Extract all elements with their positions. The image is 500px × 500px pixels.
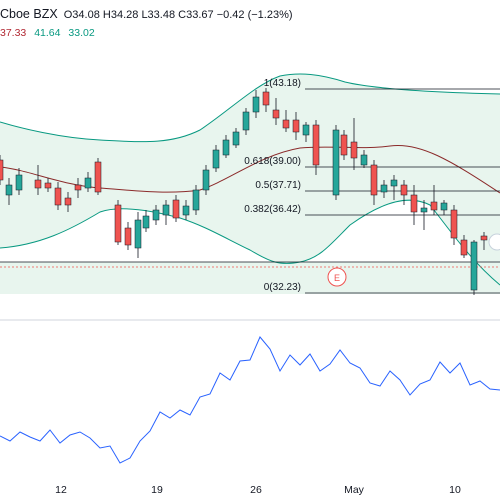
fib-label-1: 1(43.18) <box>264 78 301 89</box>
low-value: L33.48 <box>141 9 176 21</box>
candle-body <box>114 204 122 243</box>
candle-body <box>312 124 320 166</box>
candle-body <box>450 209 458 239</box>
chart-header: Cboe BZX O34.08 H34.28 L33.48 C33.67 −0.… <box>0 7 293 21</box>
x-axis-label-26: 26 <box>250 484 262 496</box>
candle-body <box>152 209 160 221</box>
candle-body <box>480 235 488 241</box>
candle-body <box>380 184 388 193</box>
candle-body <box>15 174 23 191</box>
bb-lower-value: 33.02 <box>68 27 95 39</box>
candle-body <box>142 215 150 229</box>
candle-body <box>162 204 170 216</box>
candle-body <box>430 201 438 211</box>
earnings-marker[interactable] <box>327 267 347 287</box>
candle-body <box>212 149 220 169</box>
candle-body <box>272 109 280 119</box>
fib-label-0: 0(32.23) <box>264 282 301 293</box>
candle-body <box>124 227 132 246</box>
fib-label-0382: 0.382(36.42) <box>244 204 301 215</box>
bollinger-legend: 37.33 41.64 33.02 <box>0 27 100 39</box>
candle-body <box>182 205 190 216</box>
candle-body <box>262 91 270 106</box>
candle-body <box>440 202 448 211</box>
candle-body <box>64 197 72 206</box>
candle-body <box>172 199 180 219</box>
candle-body <box>44 182 52 189</box>
bb-middle-value: 41.64 <box>34 27 61 39</box>
candle-body <box>134 219 142 249</box>
candle-body <box>350 141 358 159</box>
candle-body <box>340 134 348 156</box>
candle-body <box>460 239 468 256</box>
candle-body <box>302 124 310 136</box>
candle-body <box>332 129 340 196</box>
x-axis-label-10: 10 <box>449 484 461 496</box>
candle-body <box>252 96 260 113</box>
candle-body <box>292 119 300 133</box>
oscillator-line <box>0 336 500 464</box>
candle-body <box>0 159 4 181</box>
candle-body <box>232 131 240 146</box>
candle-body <box>84 177 92 189</box>
open-value: O34.08 <box>63 9 100 21</box>
exchange-label: Cboe BZX <box>0 7 58 21</box>
candle-body <box>282 119 290 129</box>
x-axis-label-12: 12 <box>55 484 67 496</box>
candle-body <box>400 184 408 196</box>
bollinger-band-fill <box>0 74 500 285</box>
candle-body <box>420 207 428 213</box>
candle-body <box>470 241 478 291</box>
fib-label-0618: 0.618(39.00) <box>244 156 301 167</box>
candle-body <box>34 179 42 189</box>
candle-body <box>370 164 378 196</box>
change-value: −0.42 (−1.23%) <box>216 9 293 21</box>
candle-body <box>192 189 200 211</box>
close-value: C33.67 <box>178 9 214 21</box>
candle-body <box>54 187 62 206</box>
candle-body <box>242 111 250 131</box>
candle-body <box>390 179 398 187</box>
candle-body <box>5 184 13 196</box>
fib-label-05: 0.5(37.71) <box>255 180 301 191</box>
candle-body <box>94 161 102 193</box>
candle-body <box>410 194 418 213</box>
high-value: H34.28 <box>102 9 139 21</box>
x-axis-label-19: 19 <box>151 484 163 496</box>
candle-body <box>202 169 210 191</box>
x-axis-label-may: May <box>344 484 364 496</box>
candlestick-series <box>0 88 488 295</box>
bollinger-upper-line <box>0 73 500 143</box>
edge-marker <box>488 233 500 251</box>
candle-body <box>74 184 82 191</box>
earnings-marker-label: E <box>334 273 340 283</box>
bb-upper-value: 37.33 <box>0 27 27 39</box>
candle-body <box>222 139 230 156</box>
candle-body <box>360 154 368 166</box>
